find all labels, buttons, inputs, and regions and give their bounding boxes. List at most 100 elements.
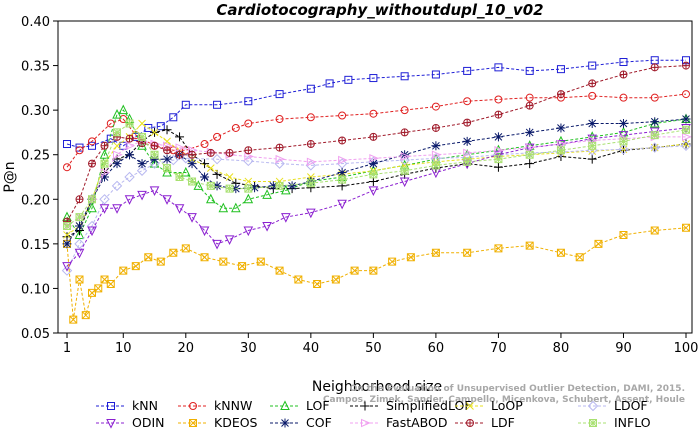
- point-inflo-7: [150, 150, 159, 159]
- legend-label-fastabod: FastABOD: [386, 415, 448, 430]
- point-kdeos-17: [256, 257, 265, 266]
- x-tick-label-8: 80: [553, 341, 570, 356]
- point-cof-8: [162, 154, 172, 164]
- point-cof-25: [556, 123, 566, 133]
- point-ldf-19: [431, 123, 440, 132]
- point-odin-13: [224, 235, 235, 246]
- point-cof-5: [125, 150, 135, 160]
- point-kdeos-31: [575, 253, 584, 262]
- point-knnw-11: [231, 123, 240, 132]
- point-lof-5: [118, 104, 129, 115]
- point-kdeos-21: [331, 275, 340, 284]
- point-inflo-18: [400, 166, 409, 175]
- point-lof-3: [99, 149, 110, 159]
- point-odin-3: [99, 204, 110, 214]
- point-cof-14: [250, 183, 260, 193]
- point-inflo-17: [369, 170, 378, 179]
- point-cof-10: [187, 159, 197, 169]
- point-cof-11: [200, 172, 210, 182]
- point-ldof-1: [74, 238, 85, 250]
- point-odin-20: [399, 177, 410, 188]
- point-knn-12: [275, 90, 284, 99]
- x-tick-label-7: 70: [490, 341, 507, 356]
- point-inflo-21: [494, 155, 503, 164]
- point-odin-15: [262, 222, 272, 232]
- legend-item-loop: LoOP: [455, 398, 523, 413]
- point-kdeos-20: [313, 279, 322, 288]
- point-fastabod-20: [463, 148, 473, 158]
- point-ldf-12: [225, 148, 234, 157]
- point-knn-8: [169, 113, 178, 122]
- point-ldf-25: [619, 70, 628, 79]
- legend-label-knn: kNN: [132, 398, 158, 413]
- chart-title: Cardiotocography_withoutdupl_10_v02: [216, 1, 543, 19]
- legend-item-odin: ODIN: [96, 415, 165, 430]
- x-tick-label-5: 50: [365, 341, 382, 356]
- point-cof-0: [62, 239, 72, 249]
- point-cof-23: [493, 132, 503, 142]
- point-odin-7: [149, 186, 160, 196]
- point-ldf-18: [400, 128, 409, 137]
- point-kdeos-1: [69, 315, 78, 324]
- point-ldof-8: [168, 154, 179, 166]
- point-inflo-4: [113, 128, 122, 137]
- legend-item-lof: LOF: [270, 398, 330, 413]
- point-ldf-3: [100, 141, 109, 150]
- point-cof-12: [212, 181, 222, 191]
- y-tick-label-6: 0.35: [21, 60, 50, 75]
- legend-item-ldf: LDF: [455, 415, 515, 430]
- point-lof-16: [262, 189, 272, 199]
- point-fastabod-5: [125, 141, 136, 151]
- point-ldof-10: [211, 153, 223, 165]
- y-tick-label-5: 0.30: [21, 104, 50, 119]
- point-inflo-0: [63, 222, 71, 231]
- point-ldf-21: [494, 110, 503, 119]
- point-knnw-19: [463, 97, 472, 106]
- point-inflo-8: [163, 164, 172, 173]
- point-ldf-5: [125, 134, 134, 143]
- point-loop-27: [682, 140, 690, 148]
- legend-marker-ldf: [466, 419, 475, 427]
- point-knnw-23: [588, 91, 597, 100]
- point-ldof-24: [649, 142, 660, 153]
- point-odin-1: [74, 248, 85, 259]
- point-kdeos-7: [106, 279, 115, 288]
- point-kdeos-13: [181, 244, 190, 253]
- point-knn-2: [88, 141, 97, 150]
- point-ldof-23: [618, 144, 629, 155]
- x-axis-label: Neighborhood size: [312, 379, 442, 395]
- point-lof-10: [180, 166, 191, 177]
- point-fastabod-18: [400, 152, 411, 161]
- point-ldf-1: [75, 195, 84, 204]
- point-lof-17: [281, 184, 291, 195]
- legend-item-knn: kNN: [96, 398, 158, 413]
- point-inflo-3: [100, 159, 109, 168]
- series-line-ldof: [66, 145, 687, 271]
- point-knnw-20: [494, 95, 503, 104]
- y-axis-label: P@n: [2, 161, 18, 192]
- point-kdeos-11: [156, 257, 165, 266]
- point-inflo-10: [188, 177, 197, 186]
- series-line-knnw: [66, 93, 687, 168]
- point-odin-16: [281, 213, 291, 223]
- point-ldf-14: [275, 143, 284, 152]
- series-layer: [61, 56, 692, 324]
- point-inflo-19: [431, 161, 440, 170]
- watermark-line-2: Campos, Zimek, Sander, Campello, Micenko…: [323, 395, 685, 405]
- point-fastabod-27: [682, 132, 692, 142]
- point-cof-3: [100, 172, 110, 182]
- point-knn-17: [400, 72, 409, 81]
- point-loop-4: [113, 141, 121, 150]
- point-kdeos-5: [94, 284, 103, 293]
- point-ldof-3: [99, 194, 110, 205]
- plot-frame: [57, 20, 693, 334]
- point-inflo-20: [463, 157, 472, 166]
- point-knnw-13: [275, 115, 284, 124]
- point-kdeos-25: [406, 253, 415, 262]
- x-tick-label-9: 90: [615, 341, 632, 356]
- point-cof-19: [368, 159, 378, 169]
- series-line-lof: [66, 109, 687, 236]
- point-knn-7: [156, 122, 165, 131]
- legend-marker-ldof: [587, 400, 599, 412]
- point-knn-11: [244, 97, 253, 106]
